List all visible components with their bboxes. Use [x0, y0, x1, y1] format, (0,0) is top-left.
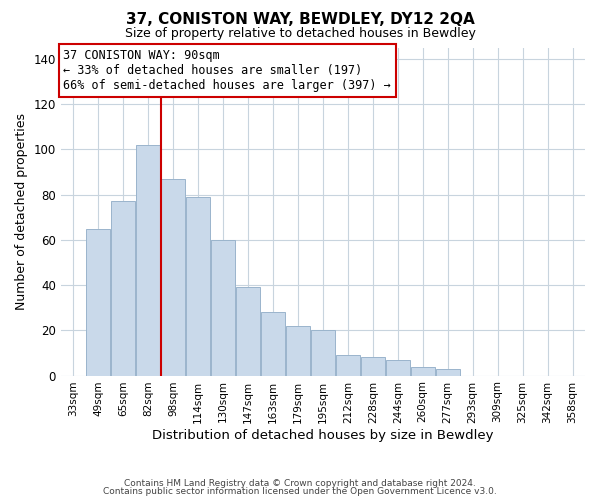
Bar [311, 330, 335, 376]
Bar [261, 312, 285, 376]
Text: 37 CONISTON WAY: 90sqm
← 33% of detached houses are smaller (197)
66% of semi-de: 37 CONISTON WAY: 90sqm ← 33% of detached… [64, 49, 391, 92]
Text: Contains public sector information licensed under the Open Government Licence v3: Contains public sector information licen… [103, 487, 497, 496]
Text: Size of property relative to detached houses in Bewdley: Size of property relative to detached ho… [125, 28, 475, 40]
Bar [111, 202, 136, 376]
Bar [336, 355, 360, 376]
Bar [286, 326, 310, 376]
Text: Contains HM Land Registry data © Crown copyright and database right 2024.: Contains HM Land Registry data © Crown c… [124, 478, 476, 488]
Y-axis label: Number of detached properties: Number of detached properties [15, 113, 28, 310]
Bar [436, 369, 460, 376]
Bar [86, 228, 110, 376]
Bar [386, 360, 410, 376]
Bar [186, 197, 210, 376]
Bar [211, 240, 235, 376]
Bar [161, 178, 185, 376]
Bar [410, 366, 435, 376]
X-axis label: Distribution of detached houses by size in Bewdley: Distribution of detached houses by size … [152, 430, 494, 442]
Bar [136, 145, 160, 376]
Text: 37, CONISTON WAY, BEWDLEY, DY12 2QA: 37, CONISTON WAY, BEWDLEY, DY12 2QA [125, 12, 475, 28]
Bar [361, 358, 385, 376]
Bar [236, 288, 260, 376]
